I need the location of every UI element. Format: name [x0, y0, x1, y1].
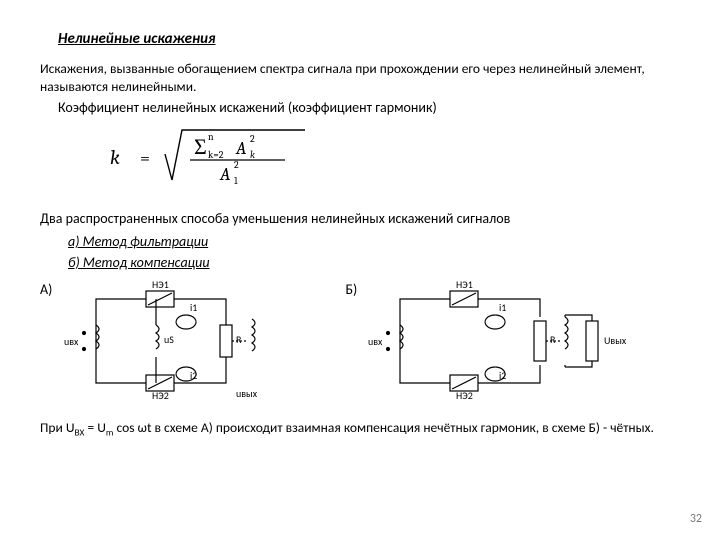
svg-text:НЭ2: НЭ2	[456, 389, 473, 401]
svg-text:k=2: k=2	[208, 149, 224, 161]
diagram-label-b: Б)	[346, 281, 358, 298]
bottom-explanation: При UВХ = Um cos ωt в схеме А) происходи…	[40, 419, 680, 439]
diagrams-row: А)	[40, 281, 680, 405]
circuit-diagram-b: НЭ1 НЭ2 i1 i2 uвх R Uвых	[360, 281, 640, 401]
svg-text:A: A	[235, 138, 247, 159]
section-title: Нелинейные искажения	[58, 30, 680, 48]
svg-text:k: k	[250, 149, 255, 161]
svg-text:i2: i2	[190, 369, 197, 382]
method-filtration: а) Метод фильтрации	[68, 233, 680, 250]
svg-text:uвх: uвх	[64, 335, 79, 348]
formula-k: k	[110, 146, 120, 169]
svg-text:R: R	[550, 333, 556, 346]
paragraph-two-methods: Два распространенных способа уменьшения …	[40, 210, 680, 227]
svg-text:НЭ2: НЭ2	[152, 389, 169, 401]
svg-text:uS: uS	[164, 333, 174, 346]
method-compensation: б) Метод компенсации	[68, 254, 680, 271]
svg-text:R: R	[236, 333, 242, 346]
circuit-diagram-a: НЭ1 НЭ2 i1 i2 uвх uS R uвых	[56, 281, 316, 401]
svg-text:=: =	[140, 148, 150, 169]
svg-text:n: n	[208, 131, 214, 143]
svg-text:uвх: uвх	[368, 335, 383, 348]
svg-text:НЭ1: НЭ1	[456, 281, 473, 291]
paragraph-definition: Искажения, вызванные обогащением спектра…	[40, 60, 680, 95]
svg-text:i1: i1	[190, 301, 197, 314]
svg-text:Uвых: Uвых	[604, 334, 627, 347]
svg-text:2: 2	[234, 159, 239, 171]
paragraph-coefficient: Коэффициент нелинейных искажений (коэффи…	[58, 99, 680, 116]
svg-text:2: 2	[250, 133, 255, 145]
svg-text:НЭ1: НЭ1	[152, 281, 169, 291]
page-number: 32	[690, 512, 702, 526]
svg-text:i2: i2	[499, 369, 506, 382]
diagram-label-a: А)	[40, 281, 52, 298]
svg-text:Σ: Σ	[194, 134, 207, 160]
svg-text:i1: i1	[499, 301, 506, 314]
svg-text:uвых: uвых	[236, 387, 258, 400]
formula-thd: k = Σ n k=2 A 2 k A 2 1	[110, 124, 680, 194]
svg-text:1: 1	[234, 175, 238, 187]
svg-text:A: A	[219, 164, 231, 185]
